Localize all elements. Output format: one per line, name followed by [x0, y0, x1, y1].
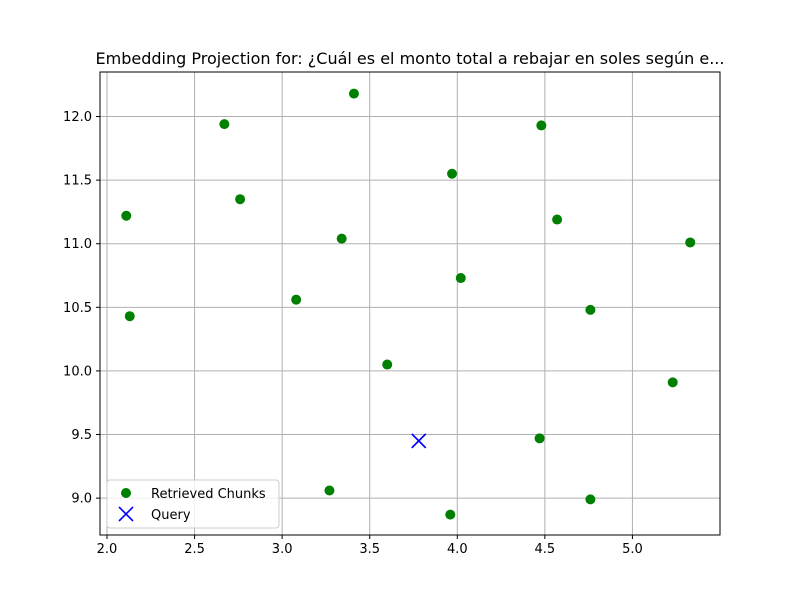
x-tick-label: 2.0: [97, 542, 118, 557]
chunk-point: [348, 88, 359, 99]
chunk-point: [124, 311, 135, 322]
chunk-point: [324, 485, 335, 496]
legend-marker-chunks: [121, 488, 131, 498]
chunk-point: [235, 194, 246, 205]
legend-label-query: Query: [151, 508, 191, 523]
x-tick-label: 4.5: [535, 542, 556, 557]
chunk-point: [534, 433, 545, 444]
chunk-point: [219, 119, 230, 130]
chunk-point: [685, 237, 696, 248]
query-point: [411, 433, 427, 449]
y-tick-label: 9.0: [71, 492, 92, 507]
plot-area-frame: [99, 71, 721, 536]
y-tick-label: 11.0: [63, 237, 92, 252]
legend-label-chunks: Retrieved Chunks: [151, 487, 266, 502]
chunk-point: [667, 377, 678, 388]
y-tick-label: 12.0: [63, 110, 92, 125]
chunk-point: [445, 509, 456, 520]
chunk-point: [585, 304, 596, 315]
x-tick-label: 3.0: [272, 542, 293, 557]
chunk-point: [447, 168, 458, 179]
chunk-point: [291, 294, 302, 305]
x-tick-label: 3.5: [359, 542, 380, 557]
legend-marker-query: [118, 506, 134, 522]
x-tick-label: 4.0: [447, 542, 468, 557]
y-tick-label: 9.5: [71, 428, 92, 443]
chunk-point: [552, 214, 563, 225]
x-tick-label: 2.5: [184, 542, 205, 557]
data-points: [121, 88, 696, 520]
chunk-point: [455, 273, 466, 284]
axis-ticks: 2.0 2.5 3.0 3.5 4.0 4.5 5.0 9.0 9.5 10.0 10.5 11.0 1…: [63, 110, 643, 557]
y-tick-label: 10.5: [63, 301, 92, 316]
y-tick-label: 10.0: [63, 364, 92, 379]
chunk-point: [121, 210, 132, 221]
chunk-point: [585, 494, 596, 505]
chunk-point: [536, 120, 547, 131]
x-tick-label: 5.0: [622, 542, 643, 557]
legend-box: [106, 479, 280, 529]
legend: Retrieved Chunks Query: [106, 479, 280, 529]
chart-title: Embedding Projection for: ¿Cuál es el mo…: [96, 49, 725, 68]
chunk-point: [382, 359, 393, 370]
chunk-point: [336, 233, 347, 244]
y-tick-label: 11.5: [63, 174, 92, 189]
